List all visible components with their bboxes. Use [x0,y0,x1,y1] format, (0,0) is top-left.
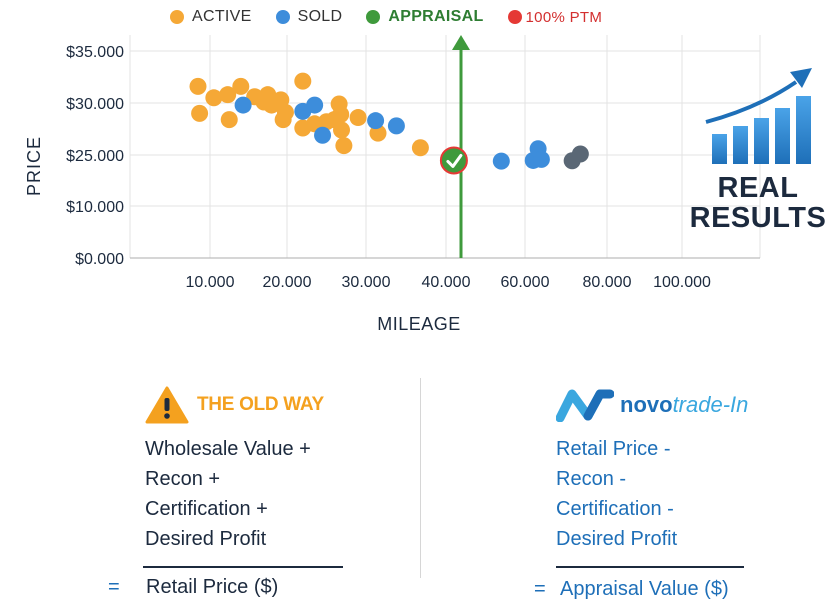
old-way-section: THE OLD WAY Wholesale Value + Recon + Ce… [145,380,365,554]
novo-line-4: Desired Profit [556,528,678,550]
chart-legend: ACTIVE SOLD APPRAISAL 100% PTM [170,6,626,28]
point-active [189,77,207,95]
novo-equals: = [534,578,546,600]
warning-icon [145,386,189,424]
y-tick-label: $25.000 [66,148,124,165]
novo-brand-accent: trade-In [672,392,749,417]
novo-brand-main: novo [620,392,673,417]
point-sold [314,126,332,144]
legend-active-dot [170,10,184,24]
point-active [333,121,351,139]
point-sold [387,117,405,135]
old-way-formula: Wholesale Value + Recon + Certification … [145,434,365,554]
legend-active-label: ACTIVE [192,8,252,25]
legend-item-appraisal: APPRAISAL [366,8,483,26]
old-way-title: THE OLD WAY [197,394,324,415]
legend-item-sold: SOLD [275,8,343,26]
point-sold [367,112,385,130]
novo-line-2: Recon - [556,468,627,490]
y-axis-label: PRICE [24,136,44,196]
legend-ptm-dot [507,10,522,24]
point-sold [306,96,324,114]
legend-item-active: ACTIVE [170,8,252,26]
legend-sold-dot [275,10,290,24]
legend-item-ptm: 100% PTM [507,8,603,26]
point-active [232,77,250,95]
y-tick-label: $10.000 [66,199,124,216]
growth-chart-icon [705,68,812,164]
section-divider [420,378,421,578]
point-active [219,86,237,104]
old-way-line-2: Recon + [145,468,221,490]
old-way-line-3: Certification + [145,498,268,520]
chart-axes: $0.000 $10.000 $25.000 $30.000 $35.000 10.000… [66,44,760,291]
old-way-result: Retail Price ($) [146,576,279,598]
appraisal-marker [439,146,468,175]
novo-formula: Retail Price - Recon - Certification - D… [556,434,796,554]
point-sold [234,96,252,114]
point-active [349,109,367,127]
legend-appraisal-label: APPRAISAL [388,8,484,25]
novo-logo-icon [556,389,614,422]
novo-sum-rule [556,566,744,568]
real-results-badge: REAL RESULTS [688,60,828,233]
x-tick-label: 30.000 [342,274,391,291]
point-active [332,105,350,123]
novo-header: novotrade-In [556,380,796,430]
point-sold [532,150,550,168]
x-tick-label: 10.000 [186,274,235,291]
x-tick-label: 100.000 [653,274,711,291]
novo-section: novotrade-In Retail Price - Recon - Cert… [556,380,796,554]
point-active [220,111,238,129]
x-tick-label: 20.000 [263,274,312,291]
old-way-equals: = [108,576,120,598]
check-icon [446,153,463,168]
novo-line-3: Certification - [556,498,674,520]
chart-grid [129,35,761,259]
x-axis-label: MILEAGE [377,314,461,334]
scatter-chart: $0.000 $10.000 $25.000 $30.000 $35.000 10.000… [24,35,761,334]
point-active [274,111,292,129]
legend-appraisal-dot [366,10,381,24]
y-tick-label: $35.000 [66,44,124,61]
point-active [294,72,312,90]
legend-sold-label: SOLD [297,8,343,25]
point-active [205,89,223,107]
old-way-line-4: Desired Profit [145,528,267,550]
old-way-line-1: Wholesale Value + [145,438,311,460]
point-appraisal [439,146,468,175]
novo-line-1: Retail Price - [556,438,671,460]
novo-brand: novotrade-In [620,392,748,418]
point-sold-archived [571,145,589,163]
x-tick-label: 80.000 [583,274,632,291]
real-results-line2: RESULTS [689,202,827,234]
x-tick-label: 40.000 [422,274,471,291]
point-active [335,137,353,155]
old-way-header: THE OLD WAY [145,380,365,430]
point-active [411,139,429,157]
novo-result: Appraisal Value ($) [560,578,729,600]
old-way-sum-rule [143,566,343,568]
scatter-points [189,72,589,170]
y-tick-label: $0.000 [75,251,124,268]
point-active [191,104,209,122]
x-tick-label: 60.000 [501,274,550,291]
point-sold [492,152,510,170]
legend-ptm-label: 100% PTM [525,8,603,26]
real-results-line1: REAL [717,172,799,204]
y-tick-label: $30.000 [66,96,124,113]
